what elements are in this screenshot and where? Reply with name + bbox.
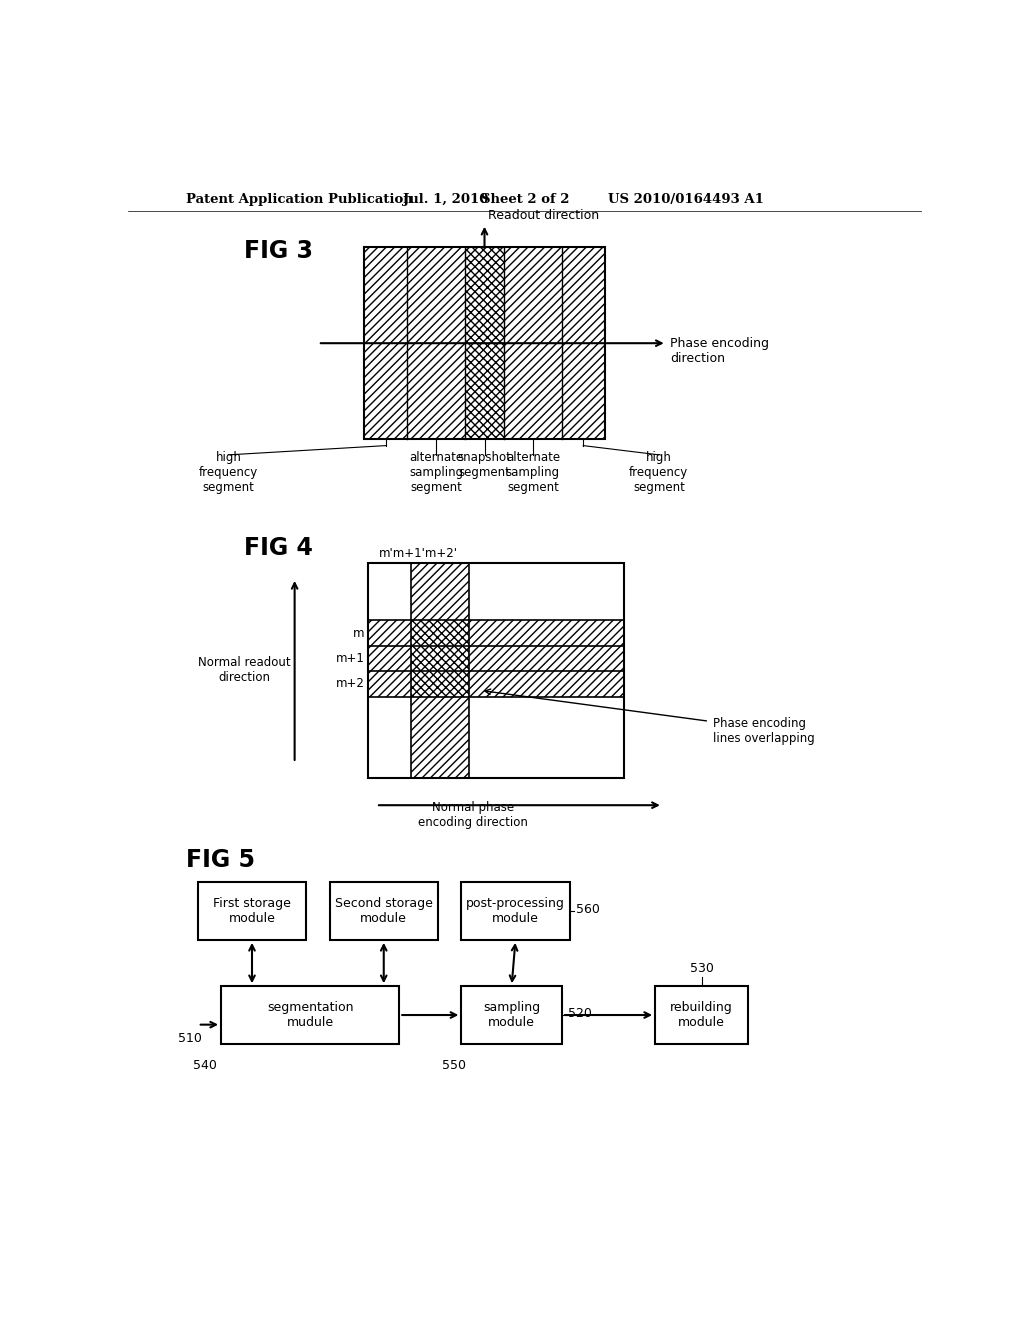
Bar [407, 247, 465, 440]
Bar [369, 562, 624, 779]
Text: segmentation
mudule: segmentation mudule [267, 1001, 353, 1030]
Bar [411, 562, 469, 779]
Bar [411, 620, 469, 645]
Bar [562, 247, 604, 440]
Text: m'm+1'm+2': m'm+1'm+2' [379, 548, 458, 561]
Text: US 2010/0164493 A1: US 2010/0164493 A1 [608, 193, 764, 206]
Text: alternate
sampling
segment: alternate sampling segment [506, 451, 560, 494]
Bar [411, 672, 469, 697]
Text: 520: 520 [568, 1007, 592, 1020]
Bar [221, 986, 399, 1044]
Bar [465, 247, 504, 440]
Text: post-processing
module: post-processing module [466, 898, 565, 925]
Text: alternate
sampling
segment: alternate sampling segment [409, 451, 463, 494]
Bar [504, 247, 562, 440]
Text: Second storage
module: Second storage module [335, 898, 433, 925]
Bar [411, 645, 469, 671]
Bar [369, 645, 624, 671]
Text: Normal phase
encoding direction: Normal phase encoding direction [418, 801, 527, 829]
Text: snapshot
segment: snapshot segment [458, 451, 511, 479]
Text: FIG 5: FIG 5 [186, 847, 255, 871]
Text: 530: 530 [689, 961, 714, 974]
Bar [655, 986, 748, 1044]
Text: m: m [353, 627, 365, 640]
Text: Patent Application Publication: Patent Application Publication [186, 193, 413, 206]
Bar [461, 882, 569, 940]
Text: rebuilding
module: rebuilding module [670, 1001, 733, 1030]
Bar [365, 247, 604, 440]
Text: sampling
module: sampling module [483, 1001, 541, 1030]
Text: Sheet 2 of 2: Sheet 2 of 2 [480, 193, 569, 206]
Text: Normal readout
direction: Normal readout direction [198, 656, 291, 685]
Text: FIG 3: FIG 3 [245, 239, 313, 263]
Text: 550: 550 [442, 1059, 466, 1072]
Text: Jul. 1, 2010: Jul. 1, 2010 [403, 193, 488, 206]
Text: m+1: m+1 [336, 652, 365, 665]
Bar [369, 562, 624, 779]
Bar [369, 672, 624, 697]
Text: 560: 560 [575, 903, 600, 916]
Bar [365, 247, 407, 440]
Text: high
frequency
segment: high frequency segment [630, 451, 688, 494]
Text: Readout direction: Readout direction [488, 210, 599, 222]
Text: Phase encoding
lines overlapping: Phase encoding lines overlapping [713, 718, 815, 746]
Text: high
frequency
segment: high frequency segment [199, 451, 258, 494]
Text: Phase encoding
direction: Phase encoding direction [671, 337, 769, 366]
Bar [461, 986, 562, 1044]
Bar [369, 620, 624, 645]
Bar [330, 882, 438, 940]
Bar [198, 882, 306, 940]
Text: FIG 4: FIG 4 [245, 536, 313, 560]
Text: First storage
module: First storage module [213, 898, 291, 925]
Text: 510: 510 [178, 1032, 202, 1045]
Text: m+2: m+2 [336, 677, 365, 690]
Text: 540: 540 [194, 1059, 217, 1072]
Bar [365, 247, 604, 440]
